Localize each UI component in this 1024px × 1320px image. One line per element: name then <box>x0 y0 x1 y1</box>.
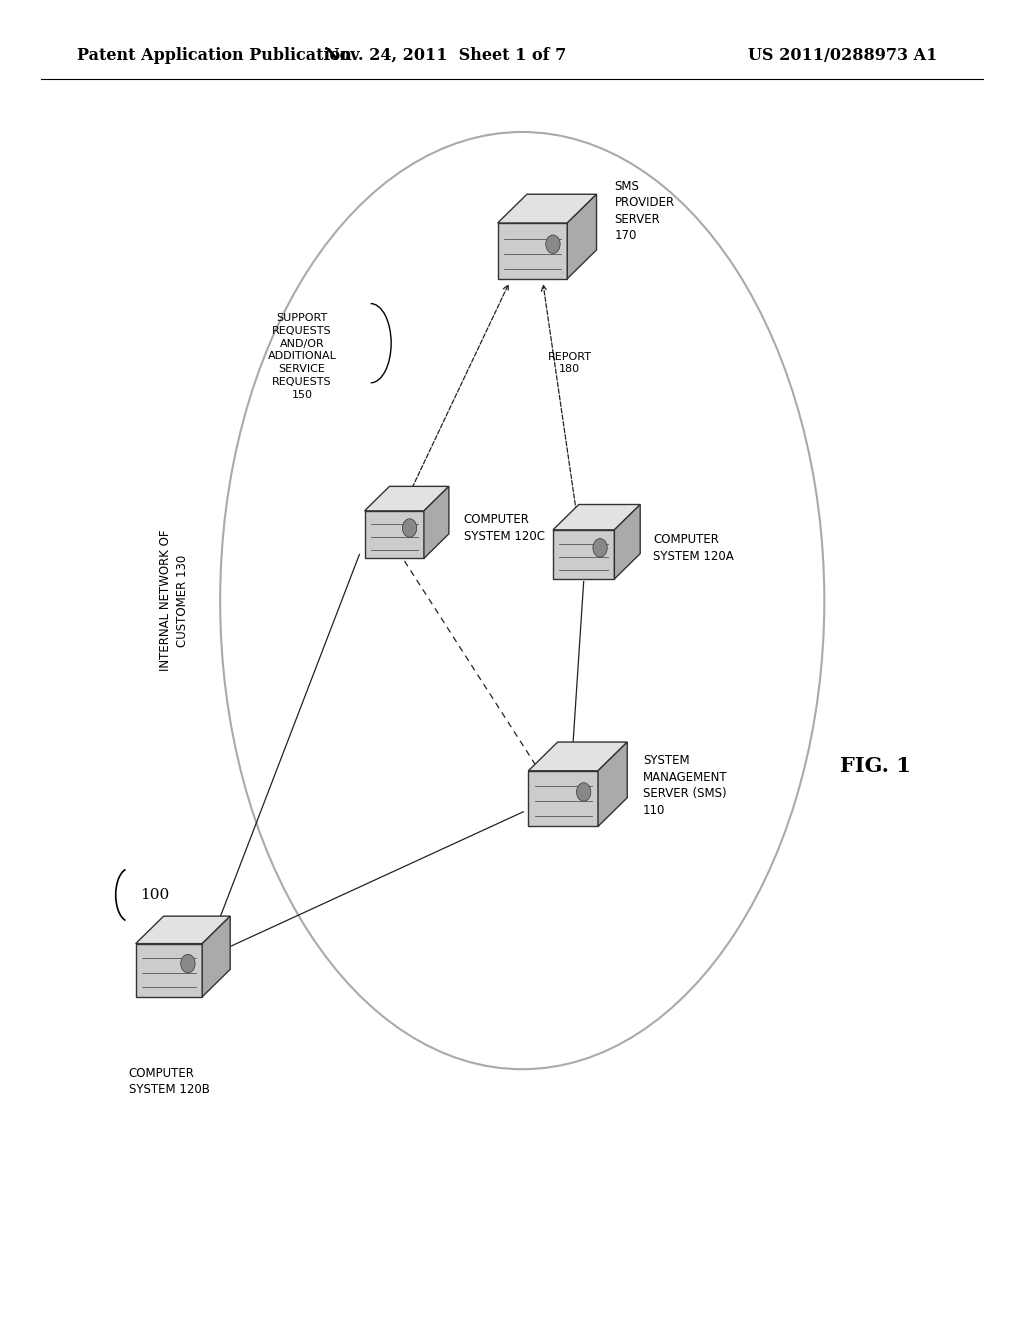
Polygon shape <box>553 529 614 579</box>
Circle shape <box>577 783 591 801</box>
Polygon shape <box>135 916 230 944</box>
Text: US 2011/0288973 A1: US 2011/0288973 A1 <box>748 48 937 63</box>
Polygon shape <box>567 194 597 279</box>
Text: SYSTEM
MANAGEMENT
SERVER (SMS)
110: SYSTEM MANAGEMENT SERVER (SMS) 110 <box>643 754 728 817</box>
Polygon shape <box>553 504 640 529</box>
Polygon shape <box>498 194 597 223</box>
Text: FIG. 1: FIG. 1 <box>840 755 910 776</box>
Text: 100: 100 <box>140 888 170 902</box>
Polygon shape <box>598 742 628 826</box>
Text: REPORT
180: REPORT 180 <box>548 351 592 375</box>
Polygon shape <box>528 771 598 826</box>
Circle shape <box>180 954 195 973</box>
Text: SUPPORT
REQUESTS
AND/OR
ADDITIONAL
SERVICE
REQUESTS
150: SUPPORT REQUESTS AND/OR ADDITIONAL SERVI… <box>267 313 337 400</box>
Text: SMS
PROVIDER
SERVER
170: SMS PROVIDER SERVER 170 <box>614 180 675 243</box>
Text: Patent Application Publication: Patent Application Publication <box>77 48 351 63</box>
Text: COMPUTER
SYSTEM 120C: COMPUTER SYSTEM 120C <box>464 513 545 543</box>
Text: INTERNAL NETWORK OF
CUSTOMER 130: INTERNAL NETWORK OF CUSTOMER 130 <box>160 529 188 672</box>
Polygon shape <box>498 223 567 279</box>
Polygon shape <box>528 742 628 771</box>
Circle shape <box>593 539 607 557</box>
Circle shape <box>546 235 560 253</box>
Polygon shape <box>365 511 424 558</box>
Text: COMPUTER
SYSTEM 120B: COMPUTER SYSTEM 120B <box>129 1067 209 1096</box>
Text: Nov. 24, 2011  Sheet 1 of 7: Nov. 24, 2011 Sheet 1 of 7 <box>325 48 566 63</box>
Polygon shape <box>424 486 449 558</box>
Polygon shape <box>135 944 203 997</box>
Polygon shape <box>614 504 640 579</box>
Polygon shape <box>203 916 230 997</box>
Circle shape <box>402 519 417 537</box>
Polygon shape <box>365 486 449 511</box>
Text: COMPUTER
SYSTEM 120A: COMPUTER SYSTEM 120A <box>653 533 734 562</box>
